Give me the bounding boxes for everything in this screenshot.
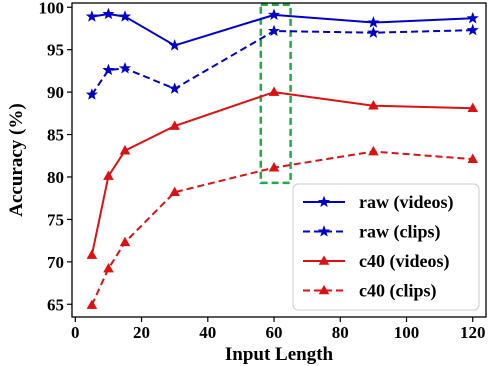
y-tick-label-7: 100 — [39, 0, 65, 17]
data-point-0-3 — [168, 39, 181, 51]
series-line-0 — [91, 13, 473, 47]
data-point-2-0 — [86, 249, 98, 259]
series-layer — [85, 7, 479, 309]
x-tick-label-6: 120 — [460, 323, 486, 342]
legend-layer: raw (videos) raw (clips) c40 (videos) c40 (… — [292, 183, 480, 311]
data-point-1-3 — [168, 82, 181, 94]
x-tick-label-5: 100 — [394, 323, 420, 342]
y-tick-label-4: 85 — [47, 126, 64, 145]
axes-layer: 0 20 40 60 80 100 120 65 70 75 80 85 90 95 100 — [39, 0, 487, 342]
legend-label-1: raw (clips) — [359, 222, 440, 243]
legend-entry-2: c40 (videos) — [303, 251, 449, 272]
data-point-2-3 — [169, 120, 180, 130]
series-3 — [86, 145, 479, 309]
series-1 — [85, 23, 479, 100]
y-tick-label-3: 80 — [47, 168, 64, 187]
legend-marker-2 — [318, 255, 330, 265]
data-point-0-4 — [267, 8, 281, 21]
data-point-3-1 — [103, 263, 114, 273]
x-tick-label-1: 20 — [133, 323, 150, 342]
data-point-1-2 — [118, 61, 132, 74]
series-2 — [86, 86, 479, 259]
legend-entry-3: c40 (clips) — [303, 281, 436, 302]
data-point-3-5 — [368, 145, 379, 156]
legend-marker-0 — [317, 195, 331, 208]
data-point-1-0 — [85, 88, 98, 100]
data-point-2-5 — [368, 100, 379, 110]
y-axis-label: Accuracy (%) — [6, 103, 27, 216]
legend-label-2: c40 (videos) — [359, 251, 449, 272]
y-tick-label-6: 95 — [47, 41, 64, 60]
x-tick-label-2: 40 — [199, 323, 216, 342]
legend-label-0: raw (videos) — [359, 192, 453, 213]
data-point-2-1 — [103, 170, 114, 180]
data-point-3-0 — [86, 299, 98, 309]
x-tick-label-4: 80 — [332, 323, 349, 342]
data-point-1-5 — [367, 26, 380, 38]
plot-frame — [71, 2, 487, 318]
y-tick-label-0: 65 — [47, 295, 64, 314]
data-point-3-3 — [169, 186, 180, 197]
data-point-3-2 — [119, 236, 131, 247]
data-point-1-6 — [466, 23, 479, 36]
legend-marker-3 — [318, 284, 330, 295]
series-0 — [85, 7, 479, 51]
data-point-0-5 — [367, 16, 380, 28]
data-point-1-1 — [102, 63, 115, 76]
x-tick-label-0: 0 — [71, 323, 80, 342]
y-tick-label-5: 90 — [47, 83, 64, 102]
series-line-1 — [91, 29, 473, 96]
data-point-3-4 — [268, 162, 280, 172]
data-point-3-6 — [467, 153, 479, 163]
data-point-2-4 — [268, 86, 280, 96]
data-point-1-4 — [267, 24, 281, 37]
data-point-0-2 — [118, 10, 132, 22]
y-tick-label-2: 75 — [47, 210, 64, 229]
legend-label-3: c40 (clips) — [359, 281, 436, 302]
legend-marker-1 — [317, 225, 331, 237]
data-point-0-0 — [85, 10, 98, 22]
highlight-box-0 — [259, 3, 292, 185]
data-point-2-2 — [119, 145, 131, 155]
highlight-layer — [259, 3, 292, 185]
x-tick-label-3: 60 — [266, 323, 283, 342]
legend-entry-1: raw (clips) — [303, 222, 440, 243]
y-tick-label-1: 70 — [47, 253, 64, 272]
legend-box — [292, 183, 480, 311]
data-point-0-6 — [466, 11, 479, 24]
data-point-2-6 — [467, 102, 479, 113]
data-point-0-1 — [102, 7, 115, 20]
x-axis-label: Input Length — [225, 344, 334, 365]
legend-entry-0: raw (videos) — [303, 192, 453, 213]
